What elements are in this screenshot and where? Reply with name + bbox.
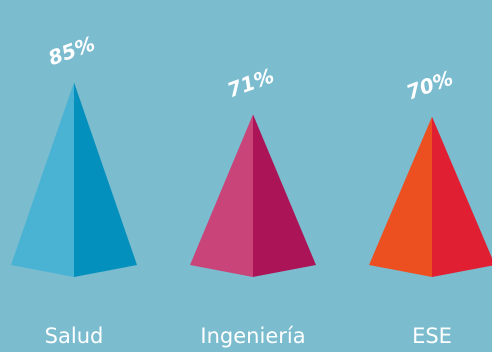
value-label-salud: 85% [45,31,98,70]
pyramid-right-face [74,82,137,277]
pyramid-right-face [432,116,492,277]
category-label-ese: ESE [412,324,452,348]
chart-marks [11,82,492,277]
value-label-ese: 70% [403,66,456,105]
category-label-ingenieria: Ingeniería [200,324,305,348]
pyramid-left-face [369,116,432,277]
category-label-salud: Salud [45,324,104,348]
pyramid-bar-salud [11,82,137,277]
pyramid-bar-ingenieria [190,114,316,277]
pyramid-left-face [190,114,253,277]
pyramid-left-face [11,82,74,277]
value-label-ingenieria: 71% [224,63,277,102]
pyramid-bar-ese [369,116,492,277]
pyramid-right-face [253,114,316,277]
